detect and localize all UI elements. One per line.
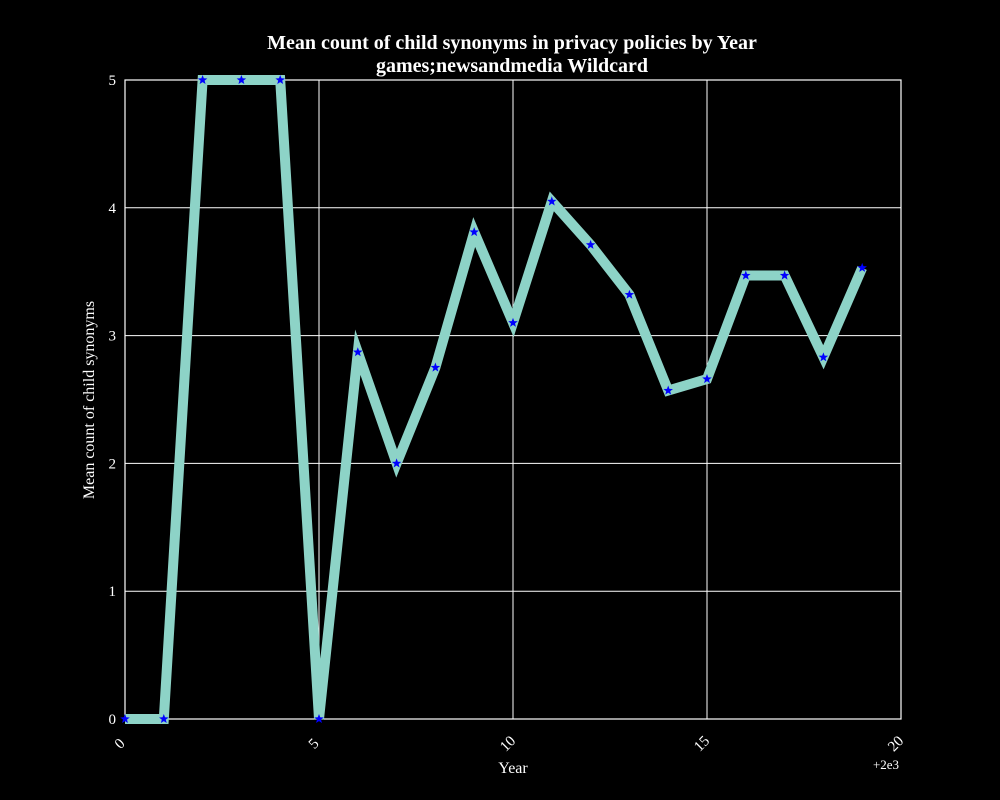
y-tick-label-0: 0 [109,712,117,728]
y-tick-label-2: 2 [109,456,117,472]
x-tick-label-4: 20 [885,733,907,755]
data-point-11 [547,196,557,206]
x-axis-label: Year [498,760,528,777]
data-point-18 [818,352,829,362]
series-line-0 [125,75,867,724]
x-axis-offset-label: +2e3 [873,757,899,772]
x-tick-label-2: 10 [497,733,519,755]
data-point-7 [391,458,402,468]
x-tick-label-3: 15 [691,733,713,755]
data-point-3 [236,75,247,85]
y-tick-label-4: 4 [109,201,117,217]
y-tick-label-1: 1 [109,584,117,600]
data-point-9 [469,227,479,237]
axis-ticks: 0 5 10 15 20 0 1 2 3 4 5 [109,73,908,755]
data-point-5 [314,714,324,724]
y-tick-label-3: 3 [109,329,117,345]
data-point-14 [663,385,673,395]
data-point-2 [197,75,208,85]
chart-title: Mean count of child synonyms in privacy … [267,32,757,54]
chart-subtitle: games;newsandmedia Wildcard [376,55,648,77]
data-markers [120,75,867,724]
data-point-0 [120,714,130,724]
data-point-16 [741,270,751,280]
data-point-19 [857,262,867,272]
y-axis-label: Mean count of child synonyms [81,301,98,499]
grid-lines [124,79,902,720]
data-point-12 [585,239,596,249]
data-point-15 [702,374,712,384]
y-tick-label-5: 5 [109,73,117,89]
plot-frame [124,79,902,720]
data-point-17 [779,270,790,280]
data-point-13 [624,289,635,299]
series-line-layer [125,75,867,724]
data-point-4 [275,75,285,85]
data-point-6 [353,347,363,357]
data-point-10 [508,317,518,327]
x-tick-label-1: 5 [306,736,323,753]
data-point-8 [430,362,441,372]
data-point-1 [159,714,169,724]
x-tick-label-0: 0 [112,736,129,753]
